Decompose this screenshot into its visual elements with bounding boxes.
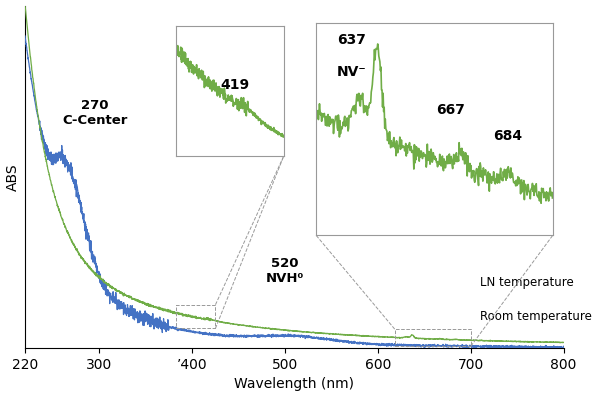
- X-axis label: Wavelength (nm): Wavelength (nm): [235, 378, 354, 391]
- Text: 520
NVH⁰: 520 NVH⁰: [266, 257, 304, 285]
- Y-axis label: ABS: ABS: [5, 163, 19, 191]
- Text: LN temperature: LN temperature: [480, 276, 574, 289]
- Text: Room temperature: Room temperature: [480, 310, 592, 323]
- Text: 270
C-Center: 270 C-Center: [62, 99, 128, 127]
